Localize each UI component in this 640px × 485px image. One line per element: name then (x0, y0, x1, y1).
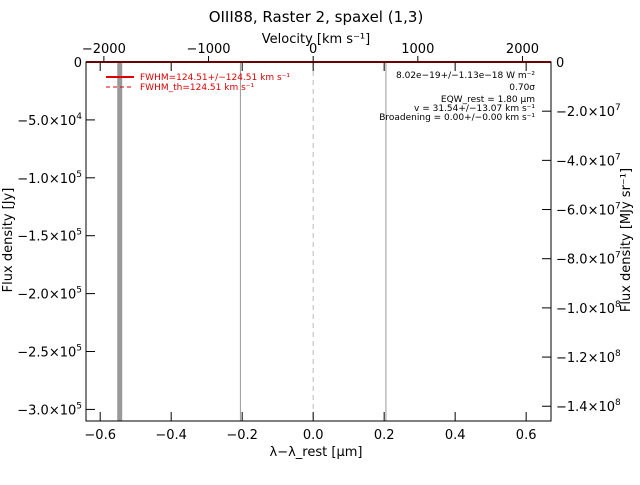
top-axis-title: Velocity [km s⁻¹] (262, 32, 370, 47)
x-tick-label-0: −0.6 (84, 428, 116, 443)
x-tick-label-5: 0.4 (445, 428, 466, 443)
right-y-tick-label-7-mantissa: −1.4×10 (556, 400, 615, 415)
velocity-tick-label-3: 1000 (401, 42, 434, 57)
y-tick-label-2-mantissa: −1.0×10 (17, 172, 76, 187)
y-tick-label-4: −2.0×105 (17, 286, 82, 303)
y-tick-label-1-exponent: 4 (76, 112, 82, 122)
y-tick-label-0: 0 (74, 56, 82, 71)
right-y-tick-label-7: −1.4×108 (556, 398, 621, 415)
velocity-tick-label-2: 0 (309, 42, 317, 57)
right-y-tick-label-1-mantissa: −2.0×10 (556, 105, 615, 120)
y-tick-label-6-mantissa: −3.0×10 (17, 403, 76, 418)
right-y-tick-label-5: −1.0×108 (556, 300, 621, 317)
y-tick-label-1: −5.0×104 (17, 112, 82, 129)
y-axis-title-right: Flux density [MJy sr⁻¹] (619, 168, 634, 312)
right-y-tick-label-6: −1.2×108 (556, 349, 621, 366)
annotation-block: 8.02e−19+/−1.13e−18 W m⁻² 0.70σ EQW_rest… (379, 71, 535, 123)
right-y-tick-label-2: −4.0×107 (556, 152, 621, 169)
y-tick-label-2-exponent: 5 (76, 170, 82, 180)
chart-title: OIII88, Raster 2, spaxel (1,3) (209, 8, 424, 26)
legend-label-fwhm: FWHM=124.51+/−124.51 km s⁻¹ (140, 73, 290, 83)
right-y-tick-label-4-mantissa: −8.0×10 (556, 253, 615, 268)
right-y-tick-label-3-exponent: 7 (615, 202, 621, 212)
right-y-tick-label-1-exponent: 7 (615, 103, 621, 113)
velocity-tick-label-4: 2000 (506, 42, 539, 57)
x-tick-label-2: −0.2 (226, 428, 258, 443)
y-tick-label-3-mantissa: −1.5×10 (17, 230, 76, 245)
annotation-eqw: EQW_rest = 1.80 μm (441, 95, 535, 105)
y-tick-label-2: −1.0×105 (17, 170, 82, 187)
plot-frame (85, 61, 552, 422)
y-tick-label-5-exponent: 5 (76, 344, 82, 354)
x-tick-label-6: 0.6 (516, 428, 537, 443)
y-tick-label-1-mantissa: −5.0×10 (17, 114, 76, 129)
right-y-tick-label-5-mantissa: −1.0×10 (556, 302, 615, 317)
right-y-tick-label-2-exponent: 7 (615, 152, 621, 162)
axes-layer: −0.6 −0.4 −0.2 0.0 0.2 0.4 0.6 −2000 −1000 0 1000 2… (17, 42, 621, 443)
y-tick-label-5: −2.5×105 (17, 344, 82, 361)
y-tick-label-4-mantissa: −2.0×10 (17, 288, 76, 303)
right-y-tick-label-5-exponent: 8 (615, 300, 621, 310)
y-tick-label-4-exponent: 5 (76, 286, 82, 296)
right-y-tick-label-6-exponent: 8 (615, 349, 621, 359)
x-tick-label-1: −0.4 (155, 428, 187, 443)
right-y-tick-label-7-exponent: 8 (615, 398, 621, 408)
velocity-tick-label-0: −2000 (82, 42, 126, 57)
right-y-tick-label-3: −6.0×107 (556, 202, 621, 219)
right-y-tick-label-3-mantissa: −6.0×10 (556, 204, 615, 219)
legend-label-fwhm-th: FWHM_th=124.51 km s⁻¹ (140, 83, 255, 93)
y-tick-label-6-exponent: 5 (76, 401, 82, 411)
annotation-broadening: Broadening = 0.00+/−0.00 km s⁻¹ (379, 113, 535, 123)
y-tick-label-6: −3.0×105 (17, 401, 82, 418)
y-axis-title-left: Flux density [Jy] (1, 188, 16, 293)
annotation-velocity: v = 31.54+/−13.07 km s⁻¹ (414, 104, 535, 114)
right-y-tick-label-6-mantissa: −1.2×10 (556, 351, 615, 366)
right-y-tick-label-0: 0 (556, 56, 564, 71)
annotation-sigma: 0.70σ (509, 83, 535, 93)
x-tick-label-3: 0.0 (303, 428, 324, 443)
velocity-tick-label-1: −1000 (187, 42, 231, 57)
y-tick-label-0-mantissa: 0 (74, 56, 82, 71)
y-tick-label-3-exponent: 5 (76, 228, 82, 238)
x-axis-title: λ−λ_rest [μm] (270, 445, 363, 460)
right-y-tick-label-4: −8.0×107 (556, 251, 621, 268)
y-tick-label-5-mantissa: −2.5×10 (17, 346, 76, 361)
legend: FWHM=124.51+/−124.51 km s⁻¹ FWHM_th=124.… (106, 73, 290, 93)
right-y-tick-label-0-mantissa: 0 (556, 56, 564, 71)
right-y-tick-label-4-exponent: 7 (615, 251, 621, 261)
annotation-flux: 8.02e−19+/−1.13e−18 W m⁻² (396, 71, 535, 81)
y-tick-label-3: −1.5×105 (17, 228, 82, 245)
right-y-tick-label-1: −2.0×107 (556, 103, 621, 120)
right-y-tick-label-2-mantissa: −4.0×10 (556, 154, 615, 169)
x-tick-label-4: 0.2 (374, 428, 395, 443)
